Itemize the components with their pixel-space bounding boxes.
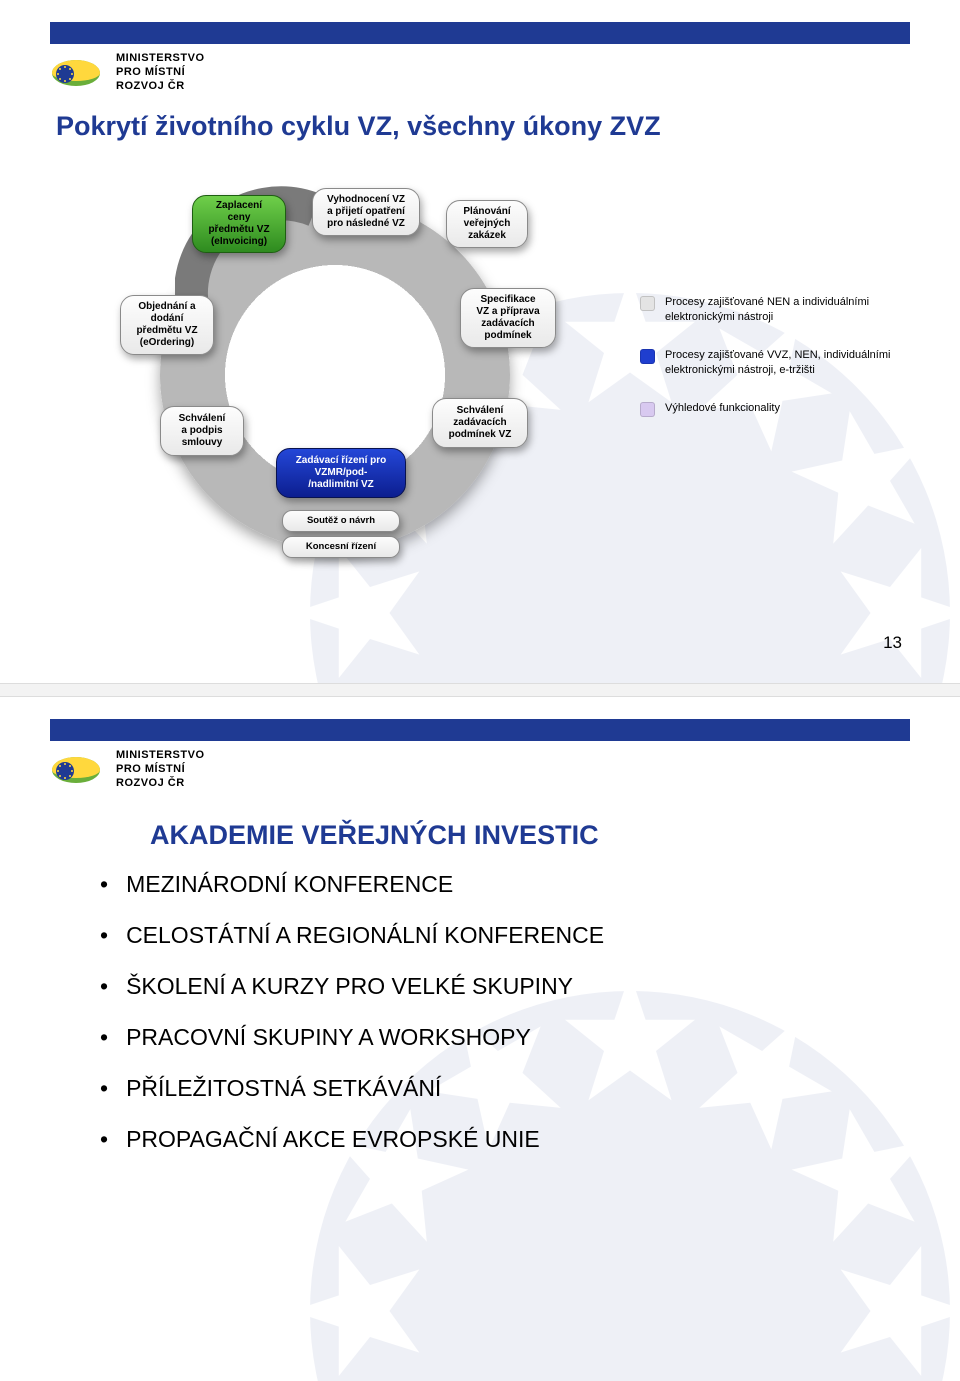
header-bar xyxy=(50,22,910,44)
diagram-node-specifikace: SpecifikaceVZ a přípravazadávacíchpodmín… xyxy=(460,288,556,348)
bullet-item: ŠKOLENÍ A KURZY PRO VELKÉ SKUPINY xyxy=(100,973,960,1000)
legend-swatch xyxy=(640,296,655,311)
diagram-node-objednani: Objednání adodánípředmětu VZ(eOrdering) xyxy=(120,295,214,355)
legend: Procesy zajišťované NEN a individuálními… xyxy=(640,295,905,439)
ministry-name: MINISTERSTVO PRO MÍSTNÍ ROZVOJ ČR xyxy=(116,749,205,790)
diagram-node-zadavaci: Zadávací řízení proVZMR/pod-/nadlimitní … xyxy=(276,448,406,498)
bullet-item: PŘÍLEŽITOSTNÁ SETKÁVÁNÍ xyxy=(100,1075,960,1102)
lifecycle-diagram: Zaplacenícenypředmětu VZ(eInvoicing) Vyho… xyxy=(120,190,560,590)
logo-line: PRO MÍSTNÍ xyxy=(116,66,205,80)
bullet-item: PRACOVNÍ SKUPINY A WORKSHOPY xyxy=(100,1024,960,1051)
bullet-item: PROPAGAČNÍ AKCE EVROPSKÉ UNIE xyxy=(100,1126,960,1153)
legend-item: Procesy zajišťované NEN a individuálními… xyxy=(640,295,905,326)
logo-line: MINISTERSTVO xyxy=(116,749,205,763)
bullet-list: MEZINÁRODNÍ KONFERENCE CELOSTÁTNÍ A REGIO… xyxy=(100,871,960,1153)
diagram-node-schvaleni_podm: Schválenízadávacíchpodmínek VZ xyxy=(432,398,528,448)
slide-2: MINISTERSTVO PRO MÍSTNÍ ROZVOJ ČR AKADEM… xyxy=(0,697,960,1381)
logo-line: MINISTERSTVO xyxy=(116,52,205,66)
diagram-node-koncesni: Koncesní řízení xyxy=(282,536,400,558)
diagram-node-schvaleni_smlouvy: Schválenía podpissmlouvy xyxy=(160,406,244,456)
legend-item: Procesy zajišťované VVZ, NEN, individuál… xyxy=(640,348,905,379)
legend-text: Procesy zajišťované VVZ, NEN, individuál… xyxy=(665,348,905,379)
legend-item: Výhledové funkcionality xyxy=(640,401,905,417)
diagram-node-soutez: Soutěž o návrh xyxy=(282,510,400,532)
header-bar xyxy=(50,719,910,741)
legend-text: Výhledové funkcionality xyxy=(665,401,780,417)
bullet-item: CELOSTÁTNÍ A REGIONÁLNÍ KONFERENCE xyxy=(100,922,960,949)
slide2-title: AKADEMIE VEŘEJNÝCH INVESTIC xyxy=(150,820,960,851)
slide-divider xyxy=(0,683,960,697)
legend-text: Procesy zajišťované NEN a individuálními… xyxy=(665,295,905,326)
ministry-logo-icon xyxy=(50,57,102,89)
diagram-node-zaplaceni: Zaplacenícenypředmětu VZ(eInvoicing) xyxy=(192,195,286,253)
diagram-node-planovani: Plánováníveřejnýchzakázek xyxy=(446,200,528,248)
legend-swatch xyxy=(640,402,655,417)
page-number: 13 xyxy=(883,633,902,653)
logo-row: MINISTERSTVO PRO MÍSTNÍ ROZVOJ ČR xyxy=(50,52,910,93)
logo-line: PRO MÍSTNÍ xyxy=(116,763,205,777)
legend-swatch xyxy=(640,349,655,364)
logo-line: ROZVOJ ČR xyxy=(116,80,205,94)
slide-1: MINISTERSTVO PRO MÍSTNÍ ROZVOJ ČR Pokryt… xyxy=(0,0,960,683)
ministry-logo-icon xyxy=(50,754,102,786)
logo-row: MINISTERSTVO PRO MÍSTNÍ ROZVOJ ČR xyxy=(50,749,910,790)
slide-title: Pokrytí životního cyklu VZ, všechny úkon… xyxy=(56,111,960,142)
ministry-name: MINISTERSTVO PRO MÍSTNÍ ROZVOJ ČR xyxy=(116,52,205,93)
diagram-node-vyhodnoceni: Vyhodnocení VZa přijetí opatřenípro násl… xyxy=(312,188,420,236)
bullet-item: MEZINÁRODNÍ KONFERENCE xyxy=(100,871,960,898)
logo-line: ROZVOJ ČR xyxy=(116,777,205,791)
